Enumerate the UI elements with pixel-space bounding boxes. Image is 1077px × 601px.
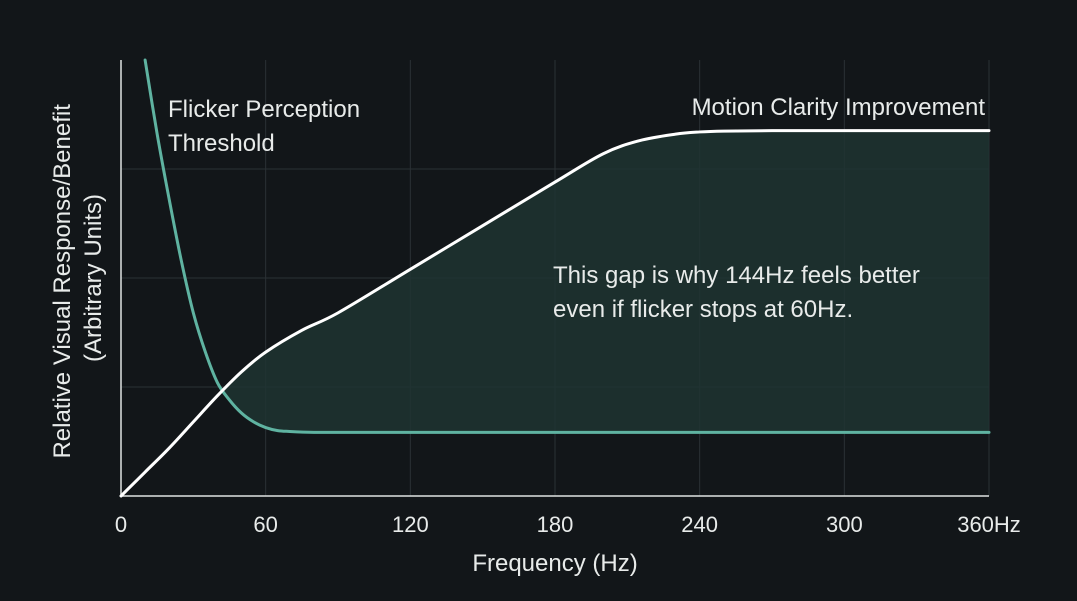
gap-annotation: This gap is why 144Hz feels better even … [553, 262, 927, 323]
x-tick-label-0: 0 [115, 512, 127, 537]
y-axis-title-line-2: (Arbitrary Units) [80, 194, 107, 362]
x-tick-labels: 0 60 120 180 240 300 360Hz [115, 512, 1021, 537]
series-label-motion-clarity: Motion Clarity Improvement [692, 94, 986, 121]
x-tick-label-2: 120 [392, 512, 429, 537]
gap-annotation-line-1: This gap is why 144Hz feels better [553, 262, 920, 289]
gap-annotation-line-2: even if flicker stops at 60Hz. [553, 296, 853, 323]
series-label-flicker-threshold: Flicker Perception Threshold [168, 96, 367, 157]
x-tick-label-5: 300 [826, 512, 863, 537]
x-tick-label-3: 180 [537, 512, 574, 537]
axis-layer [120, 60, 989, 497]
series-line-flicker-threshold [143, 58, 991, 434]
series-label-flicker-line-1: Flicker Perception [168, 96, 360, 123]
y-axis-title-line-1: Relative Visual Response/Benefit [49, 104, 76, 459]
series-label-flicker-line-2: Threshold [168, 130, 275, 157]
x-tick-label-4: 240 [681, 512, 718, 537]
y-axis-title: Relative Visual Response/Benefit (Arbitr… [49, 97, 107, 458]
series-line-motion-clarity [119, 129, 991, 498]
x-axis-title: Frequency (Hz) [472, 550, 637, 577]
x-tick-label-1: 60 [253, 512, 277, 537]
gap-fill-area [223, 130, 990, 433]
x-tick-label-6: 360Hz [957, 512, 1021, 537]
